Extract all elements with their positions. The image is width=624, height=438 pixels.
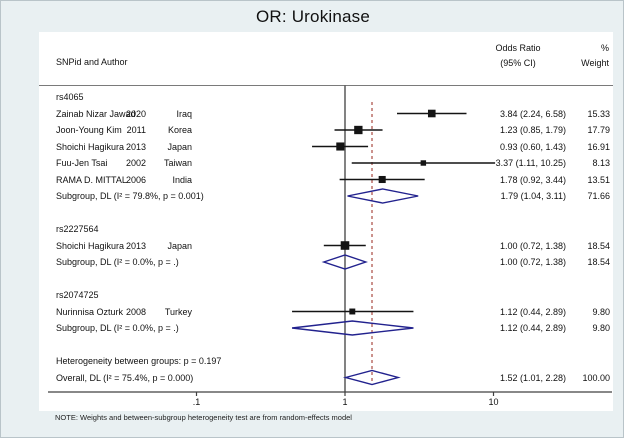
weight-value: 8.13 bbox=[592, 158, 610, 168]
column-header-weight: Weight bbox=[581, 58, 609, 68]
odds-ratio-value: 1.78 (0.92, 3.44) bbox=[499, 174, 566, 185]
point-estimate-marker bbox=[420, 160, 427, 166]
snp-group-label: rs2074725 bbox=[56, 290, 99, 300]
study-year: 2020 bbox=[125, 108, 146, 119]
study-year: 2002 bbox=[125, 158, 146, 168]
subgroup-diamond bbox=[291, 320, 414, 336]
study-year: 2006 bbox=[125, 174, 146, 185]
weight-value: 71.66 bbox=[587, 191, 610, 201]
snp-group-label: rs4065 bbox=[56, 92, 84, 102]
odds-ratio-value: 1.00 (0.72, 1.38) bbox=[499, 240, 566, 251]
odds-ratio-value: 3.37 (1.11, 10.25) bbox=[495, 158, 566, 168]
study-country: Korea bbox=[167, 125, 192, 135]
study-author: RAMA D. MITTAL bbox=[56, 174, 127, 185]
weight-value: 100.00 bbox=[582, 372, 610, 383]
study-country: Japan bbox=[167, 141, 192, 152]
odds-ratio-value: 1.12 (0.44, 2.89) bbox=[499, 323, 566, 333]
snp-group-label: rs2227564 bbox=[56, 224, 99, 234]
x-axis-tick-label: 1 bbox=[342, 397, 347, 407]
column-header-95ci: (95% CI) bbox=[500, 58, 536, 68]
x-axis-tick-label: 10 bbox=[488, 397, 498, 407]
point-estimate-marker bbox=[427, 109, 436, 118]
study-year: 2008 bbox=[125, 306, 146, 317]
weight-value: 13.51 bbox=[587, 174, 610, 185]
odds-ratio-value: 1.23 (0.85, 1.79) bbox=[499, 125, 566, 135]
point-estimate-marker bbox=[336, 142, 345, 151]
odds-ratio-value: 1.52 (1.01, 2.28) bbox=[499, 372, 566, 383]
plot-region bbox=[39, 32, 613, 411]
weight-value: 18.54 bbox=[587, 257, 610, 267]
x-axis-tick-label: .1 bbox=[193, 397, 201, 407]
study-author: Joon-Young Kim bbox=[56, 125, 122, 135]
study-year: 2013 bbox=[125, 141, 146, 152]
point-estimate-marker bbox=[340, 241, 350, 250]
weight-value: 15.33 bbox=[587, 108, 610, 119]
subgroup-diamond bbox=[347, 188, 419, 204]
study-author: Shoichi Hagikura bbox=[56, 141, 125, 152]
study-country: India bbox=[172, 174, 192, 185]
point-estimate-marker bbox=[349, 308, 356, 315]
study-author: Fuu-Jen Tsai bbox=[56, 158, 108, 168]
weight-value: 16.91 bbox=[587, 141, 610, 152]
weight-value: 17.79 bbox=[587, 125, 610, 135]
study-country: Turkey bbox=[164, 306, 192, 317]
odds-ratio-value: 1.12 (0.44, 2.89) bbox=[499, 306, 566, 317]
odds-ratio-value: 1.79 (1.04, 3.11) bbox=[500, 191, 566, 201]
overall-diamond bbox=[342, 369, 401, 386]
odds-ratio-value: 1.00 (0.72, 1.38) bbox=[499, 257, 566, 267]
study-year: 2011 bbox=[126, 125, 146, 135]
subgroup-diamond bbox=[321, 254, 368, 270]
subgroup-label: Subgroup, DL (I² = 79.8%, p = 0.001) bbox=[56, 191, 204, 201]
point-estimate-marker bbox=[378, 175, 386, 184]
footnote: NOTE: Weights and between-subgroup heter… bbox=[55, 413, 352, 422]
odds-ratio-value: 0.93 (0.60, 1.43) bbox=[499, 141, 566, 152]
heterogeneity-note: Heterogeneity between groups: p = 0.197 bbox=[56, 356, 222, 366]
column-header-odds-ratio: Odds Ratio bbox=[495, 43, 541, 53]
study-year: 2013 bbox=[125, 240, 146, 251]
study-country: Taiwan bbox=[163, 158, 192, 168]
study-country: Japan bbox=[167, 240, 192, 251]
subgroup-label: Subgroup, DL (I² = 0.0%, p = .) bbox=[56, 257, 179, 267]
weight-value: 9.80 bbox=[592, 306, 610, 317]
subgroup-label: Subgroup, DL (I² = 0.0%, p = .) bbox=[56, 323, 179, 333]
odds-ratio-value: 3.84 (2.24, 6.58) bbox=[499, 108, 566, 119]
overall-label: Overall, DL (I² = 75.4%, p = 0.000) bbox=[56, 372, 194, 383]
column-header-percent: % bbox=[600, 43, 609, 53]
weight-value: 18.54 bbox=[587, 240, 610, 251]
weight-value: 9.80 bbox=[592, 323, 610, 333]
study-country: Iraq bbox=[176, 108, 192, 119]
chart-title: OR: Urokinase bbox=[255, 7, 371, 26]
study-author: Nurinnisa Ozturk bbox=[56, 306, 124, 317]
study-author: Zainab Nizar Jawad bbox=[56, 108, 136, 119]
point-estimate-marker bbox=[354, 125, 363, 135]
study-author: Shoichi Hagikura bbox=[56, 240, 125, 251]
column-header-snpid-author: SNPid and Author bbox=[56, 57, 128, 67]
